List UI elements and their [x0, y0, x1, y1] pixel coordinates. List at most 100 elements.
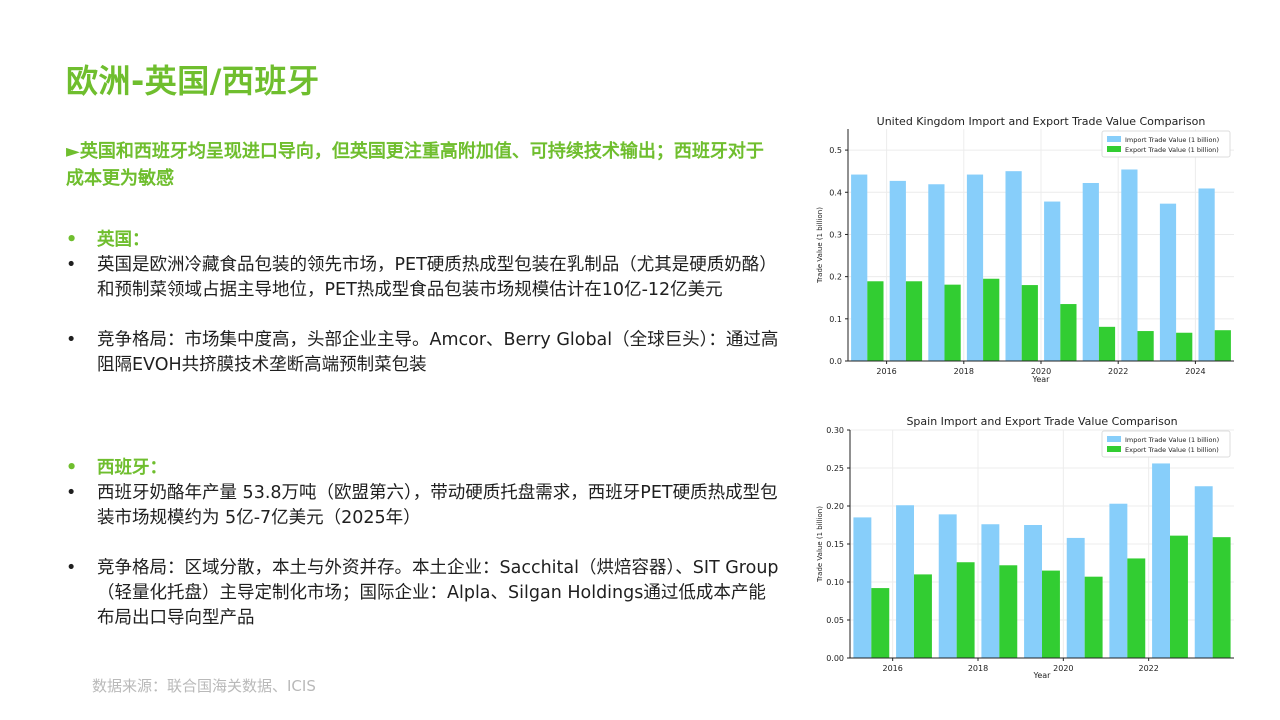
export-bar — [867, 281, 884, 361]
spain-section: • 西班牙： • 西班牙奶酪年产量 53.8万吨（欧盟第六），带动硬质托盘需求，… — [66, 456, 781, 631]
x-tick-label: 2022 — [1138, 664, 1158, 673]
y-tick-label: 0.00 — [826, 654, 844, 663]
export-bar — [914, 574, 932, 658]
page-subtitle: ►英国和西班牙均呈现进口导向，但英国更注重高附加值、可持续技术输出；西班牙对于成… — [66, 141, 764, 189]
import-bar — [1121, 169, 1138, 361]
import-bar — [1066, 537, 1085, 658]
export-bar — [1098, 326, 1116, 361]
y-axis-label: Trade Value (1 billion) — [816, 506, 824, 583]
bullet-icon: • — [66, 330, 77, 350]
x-tick-label: 2016 — [882, 664, 902, 673]
chart-title: Spain Import and Export Trade Value Comp… — [906, 415, 1177, 428]
legend-box — [1101, 430, 1231, 458]
y-tick-label: 0.3 — [829, 230, 842, 239]
y-axis-label: Trade Value (1 billion) — [816, 207, 824, 284]
import-bar — [1159, 203, 1177, 361]
bullet-icon: • — [66, 230, 78, 250]
import-bar — [896, 505, 914, 658]
x-tick-label: 2016 — [876, 367, 896, 376]
import-bar — [1109, 503, 1128, 658]
import-bar — [1082, 182, 1099, 361]
y-tick-label: 0.4 — [829, 188, 842, 197]
export-bar — [1176, 332, 1193, 361]
import-bar — [1005, 171, 1022, 361]
export-bar — [983, 278, 1000, 361]
import-bar — [1024, 525, 1042, 658]
y-tick-label: 0.30 — [826, 426, 844, 435]
uk-point-2: • 竞争格局：市场集中度高，头部企业主导。Amcor、Berry Global（… — [66, 328, 781, 378]
chart-title: United Kingdom Import and Export Trade V… — [877, 115, 1206, 128]
y-tick-label: 0.15 — [826, 540, 844, 549]
legend-swatch — [1107, 436, 1121, 442]
x-axis-label: Year — [1033, 671, 1052, 680]
legend-swatch — [1107, 146, 1121, 152]
legend-label: Export Trade Value (1 billion) — [1125, 146, 1219, 154]
export-bar — [1060, 304, 1077, 361]
spain-point-1: • 西班牙奶酪年产量 53.8万吨（欧盟第六），带动硬质托盘需求，西班牙PET硬… — [66, 481, 781, 531]
import-bar — [851, 174, 868, 361]
uk-point-2-text: 竞争格局：市场集中度高，头部企业主导。Amcor、Berry Global（全球… — [97, 330, 779, 375]
import-bar — [938, 514, 957, 658]
export-bar — [871, 588, 890, 658]
legend-swatch — [1107, 136, 1121, 142]
data-source-note: 数据来源：联合国海关数据、ICIS — [92, 677, 316, 695]
x-tick-label: 2018 — [968, 664, 988, 673]
import-bar — [853, 517, 872, 658]
import-bar — [966, 174, 984, 361]
bullet-icon: • — [66, 558, 77, 578]
spain-point-2-text: 竞争格局：区域分散，本土与外资并存。本土企业：Sacchital（烘焙容器）、S… — [97, 558, 779, 628]
export-bar — [1212, 537, 1231, 658]
y-tick-label: 0.25 — [826, 464, 844, 473]
export-bar — [999, 565, 1018, 658]
export-bar — [1084, 576, 1103, 658]
uk-trade-chart-svg: 0.0 0.1 0.2 0.3 0.4 0.5 2016 2018 2020 2022 2024 Un… — [816, 115, 1234, 384]
import-bar — [889, 180, 906, 361]
page-title: 欧洲-英国/西班牙 — [66, 62, 320, 100]
import-bar — [1198, 188, 1215, 361]
export-bar — [956, 562, 975, 658]
uk-heading-row: • 英国： — [66, 228, 781, 253]
legend-label: Import Trade Value (1 billion) — [1125, 436, 1219, 444]
x-axis-label: Year — [1032, 375, 1051, 384]
import-bar — [1152, 463, 1170, 658]
bullet-icon: • — [66, 483, 77, 503]
uk-trade-chart: 0.0 0.1 0.2 0.3 0.4 0.5 2016 2018 2020 2022 2024 Un… — [812, 110, 1252, 390]
export-bar — [1137, 331, 1154, 361]
uk-heading: 英国： — [97, 230, 150, 250]
spain-trade-chart-svg: 0.00 0.05 0.10 0.15 0.20 0.25 0.30 2016 2018 2020… — [816, 415, 1234, 680]
export-bar — [905, 281, 923, 361]
x-tick-label: 2022 — [1108, 367, 1128, 376]
y-tick-label: 0.1 — [829, 315, 842, 324]
export-bar — [944, 284, 961, 361]
export-bar — [1214, 330, 1231, 361]
spain-point-1-text: 西班牙奶酪年产量 53.8万吨（欧盟第六），带动硬质托盘需求，西班牙PET硬质热… — [97, 483, 778, 528]
import-bar — [928, 184, 945, 361]
import-bar — [1044, 201, 1061, 361]
legend-label: Import Trade Value (1 billion) — [1125, 136, 1219, 144]
export-bar — [1127, 558, 1146, 658]
y-tick-label: 0.0 — [829, 357, 842, 366]
spain-point-2: • 竞争格局：区域分散，本土与外资并存。本土企业：Sacchital（烘焙容器）… — [66, 556, 781, 631]
x-tick-label: 2020 — [1031, 367, 1051, 376]
spain-trade-chart: 0.00 0.05 0.10 0.15 0.20 0.25 0.30 2016 2018 2020… — [812, 410, 1252, 682]
uk-section: • 英国： • 英国是欧洲冷藏食品包装的领先市场，PET硬质热成型包装在乳制品（… — [66, 228, 781, 378]
export-bar — [1042, 570, 1060, 658]
x-tick-label: 2018 — [954, 367, 974, 376]
bullet-icon: • — [66, 458, 78, 478]
y-tick-label: 0.10 — [826, 578, 844, 587]
x-tick-label: 2020 — [1053, 664, 1073, 673]
import-bar — [1194, 486, 1213, 658]
y-tick-label: 0.5 — [829, 146, 842, 155]
uk-point-1-text: 英国是欧洲冷藏食品包装的领先市场，PET硬质热成型包装在乳制品（尤其是硬质奶酪）… — [97, 255, 777, 300]
legend-swatch — [1107, 446, 1121, 452]
bullet-icon: • — [66, 255, 77, 275]
export-bar — [1021, 285, 1038, 361]
y-tick-label: 0.2 — [829, 273, 842, 282]
legend-label: Export Trade Value (1 billion) — [1125, 446, 1219, 454]
y-tick-label: 0.05 — [826, 616, 844, 625]
y-tick-label: 0.20 — [826, 502, 844, 511]
spain-heading: 西班牙： — [97, 458, 167, 478]
x-tick-label: 2024 — [1185, 367, 1205, 376]
spain-heading-row: • 西班牙： — [66, 456, 781, 481]
import-bar — [981, 524, 1000, 658]
